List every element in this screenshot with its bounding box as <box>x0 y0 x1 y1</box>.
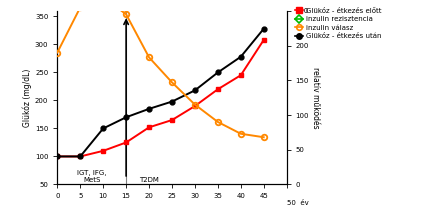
Text: T2DM: T2DM <box>139 177 159 183</box>
Y-axis label: Glükóz (mg/dL): Glükóz (mg/dL) <box>22 68 32 127</box>
Y-axis label: relatív működés: relatív működés <box>311 67 320 128</box>
Legend: Glükóz - étkezés előtt, inzulin rezisztencia, inzulin válasz, Glükóz - étkezés u: Glükóz - étkezés előtt, inzulin reziszte… <box>295 8 381 39</box>
Text: IGT, IFG,
MetS: IGT, IFG, MetS <box>77 170 106 183</box>
Text: 50  év: 50 év <box>287 200 308 206</box>
